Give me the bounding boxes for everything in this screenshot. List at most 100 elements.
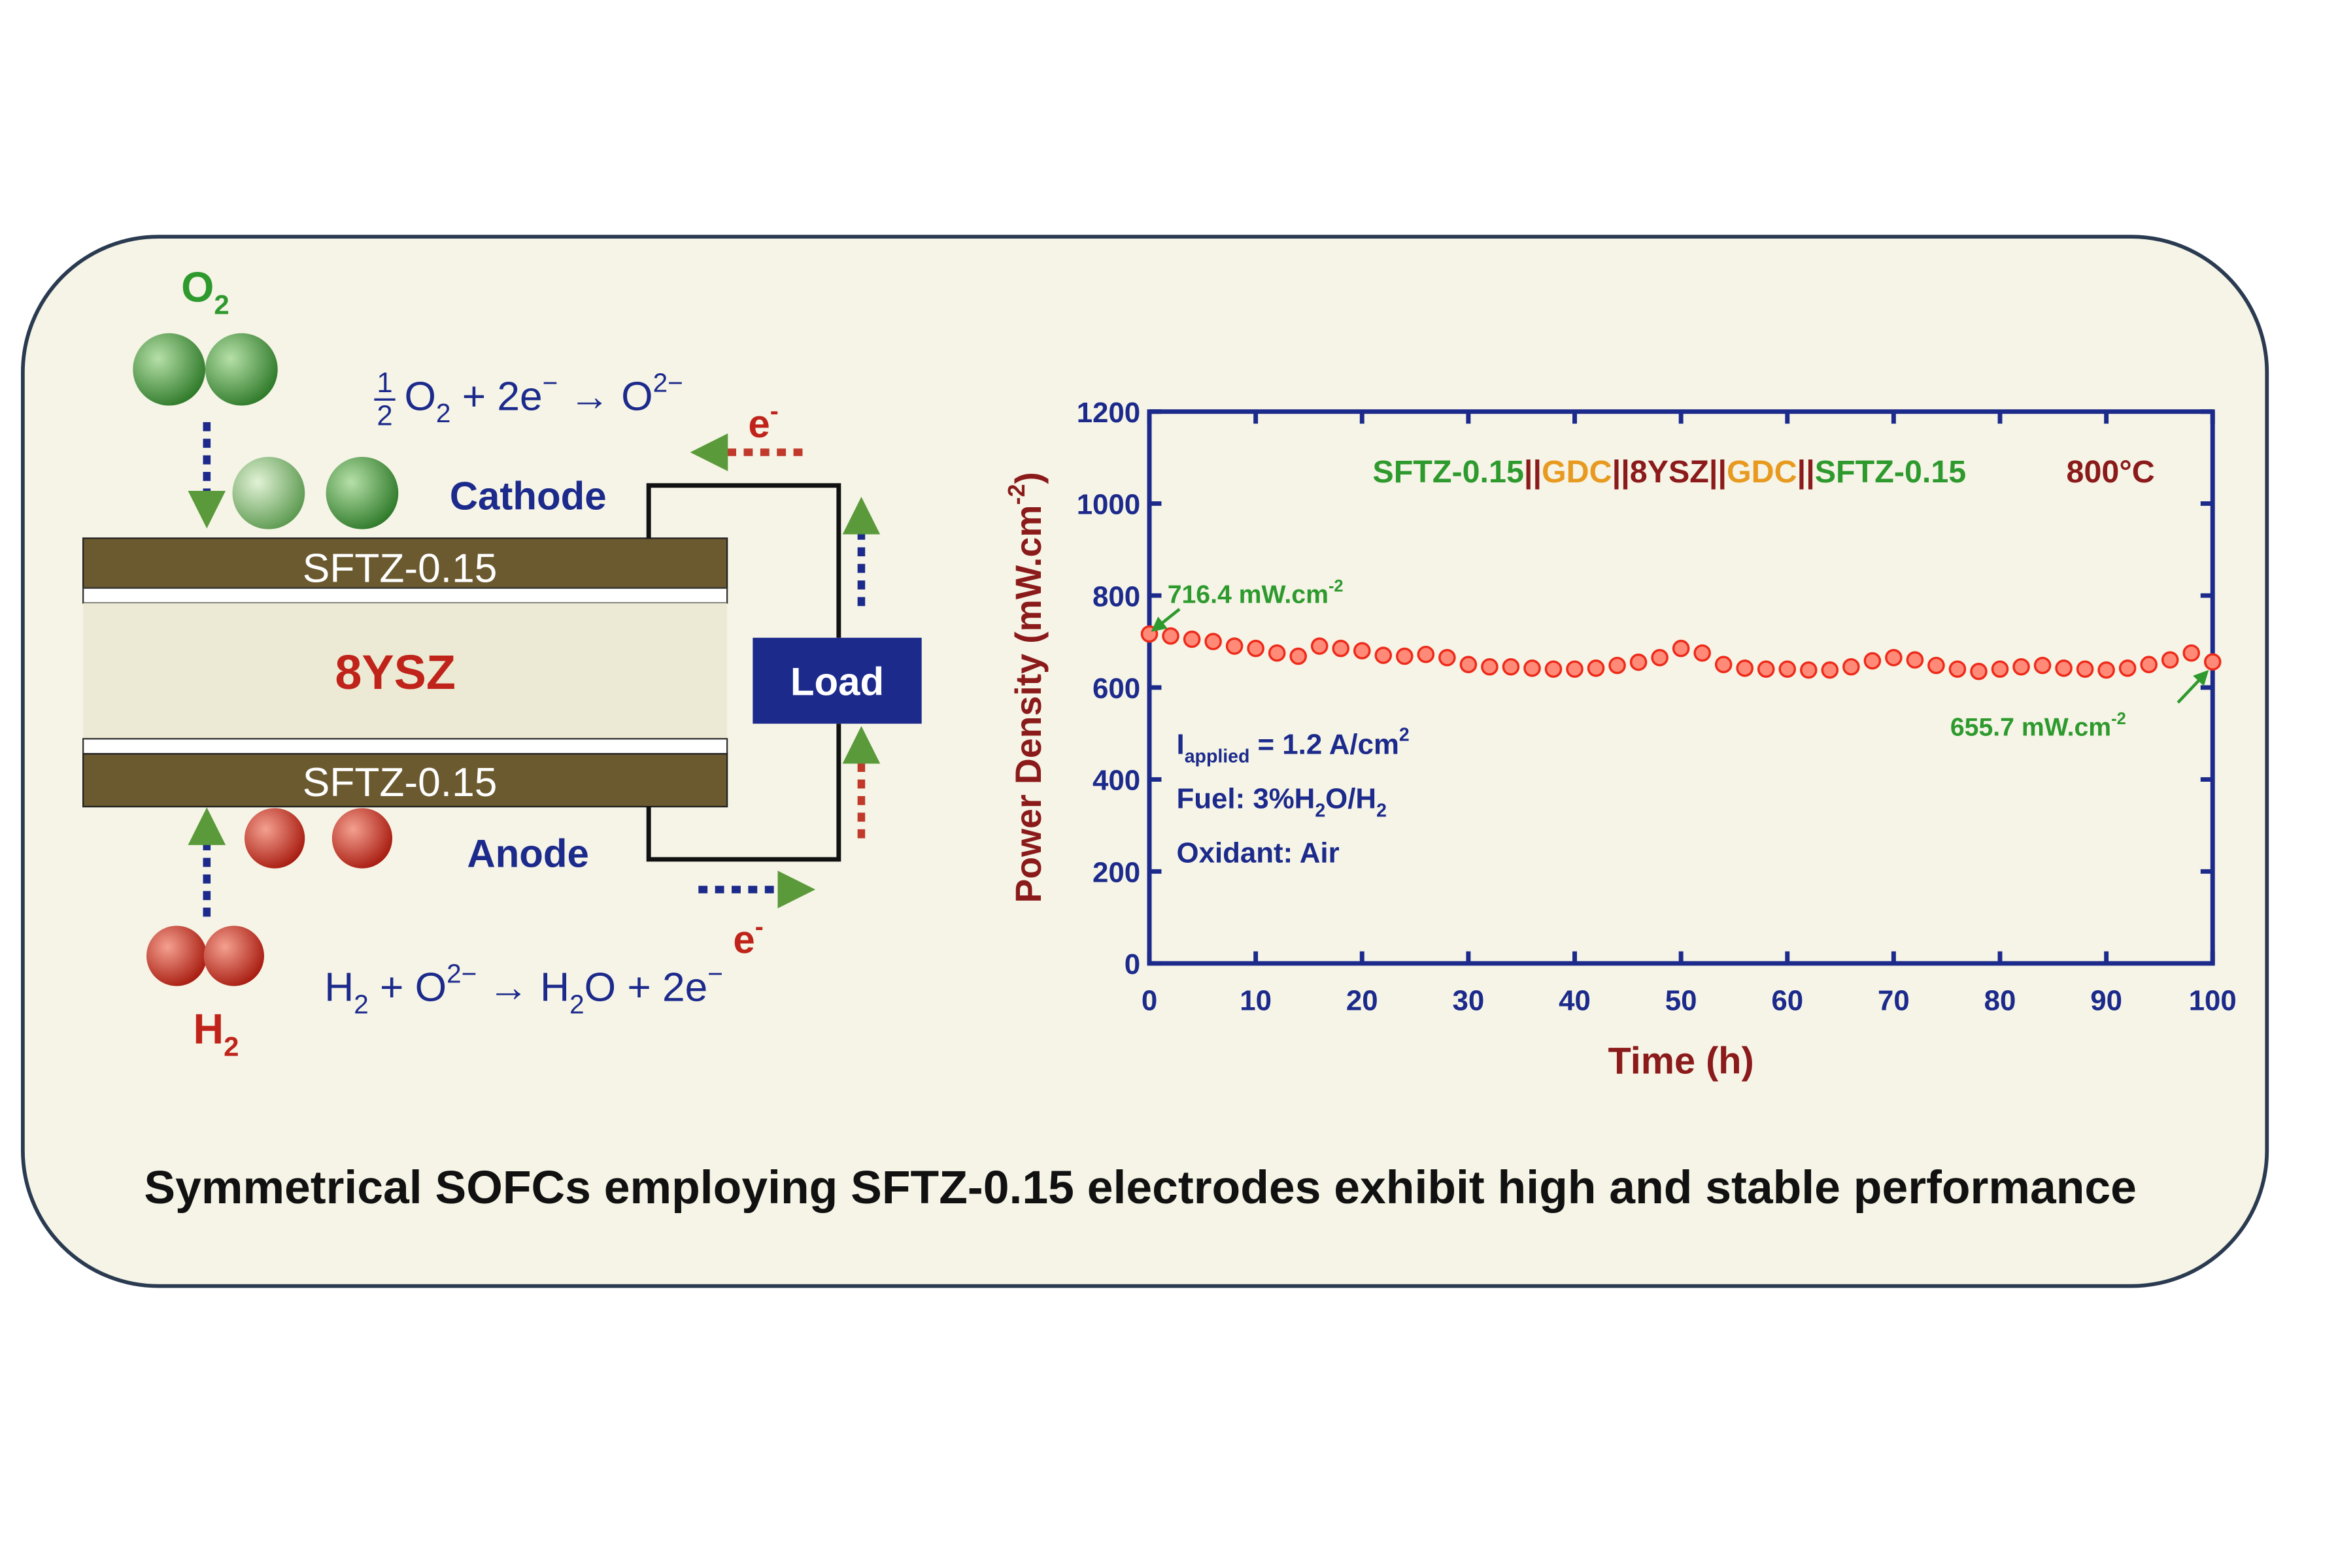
data-point [2203, 653, 2222, 671]
data-point [1225, 637, 1244, 655]
script-text: -2 [1003, 484, 1030, 505]
script-text: − [707, 959, 723, 989]
data-point [1778, 660, 1797, 678]
x-tick-label: 50 [1665, 985, 1697, 1017]
y-tick-label: 800 [1093, 580, 1140, 612]
data-point [1629, 653, 1648, 671]
text-run: = 1.2 A/cm [1249, 728, 1399, 760]
data-point [1693, 644, 1711, 662]
data-point [1885, 648, 1903, 667]
anode-label: Anode [467, 831, 589, 875]
text-run: e [748, 402, 770, 446]
script-text: 2 [1399, 725, 1410, 746]
script-text: − [543, 367, 558, 397]
data-point [1544, 660, 1563, 678]
y-tick-label: 1000 [1077, 489, 1140, 521]
y-tick-label: 200 [1093, 856, 1140, 888]
data-point [1289, 647, 1307, 665]
x-tick-label: 70 [1878, 985, 1910, 1017]
title-segment: SFTZ-0.15 [1815, 454, 1966, 490]
text-run: I [1177, 728, 1185, 760]
x-axis-label: Time (h) [1608, 1040, 1754, 1082]
data-point [1970, 662, 1988, 680]
title-segment: GDC [1542, 454, 1612, 490]
script-text: -2 [2111, 710, 2126, 728]
data-point [1183, 630, 1201, 648]
hydrogen-atom [146, 926, 207, 986]
condition-text: Fuel: 3%H2O/H2 [1177, 782, 1387, 821]
x-tick-label: 90 [2090, 985, 2122, 1017]
interlayer [82, 738, 728, 755]
text-run: 716.4 mW.cm [1168, 581, 1329, 609]
script-text: - [770, 397, 779, 425]
data-point [1374, 646, 1393, 664]
text-run: Fuel: 3%H [1177, 782, 1315, 814]
y-tick-label: 600 [1093, 673, 1140, 705]
x-tick-label: 100 [2189, 985, 2237, 1017]
data-point [1332, 639, 1350, 658]
text-run: + O [369, 965, 447, 1010]
condition-text: Oxidant: Air [1177, 837, 1340, 869]
x-tick-label: 60 [1771, 985, 1803, 1017]
text-run: H [194, 1005, 224, 1052]
script-text: - [755, 913, 764, 941]
data-point [1608, 656, 1626, 675]
data-point [1353, 642, 1371, 659]
cathode-equation: O2 + 2e− → O2− [404, 367, 683, 428]
fraction-numerator: 1 [377, 367, 392, 399]
text-run: Power Density (mW.cm [1008, 505, 1049, 903]
panel [21, 235, 2269, 1288]
electrolyte-label: 8YSZ [335, 645, 456, 699]
script-text: -2 [1329, 577, 1344, 595]
annotation: 716.4 mW.cm-2 [1168, 577, 1344, 609]
x-tick-label: 80 [1984, 985, 2016, 1017]
title-segment: ||8YSZ|| [1612, 454, 1727, 490]
y-tick-label: 400 [1093, 765, 1140, 797]
script-text: 2 [436, 398, 451, 428]
text-run: + 2e [450, 374, 542, 419]
annotation: 655.7 mW.cm-2 [1950, 710, 2126, 742]
layer-label: SFTZ-0.15 [303, 546, 498, 591]
text-run: Oxidant: Air [1177, 837, 1340, 869]
data-point [1459, 656, 1478, 673]
data-point [1587, 659, 1605, 677]
data-point [2055, 659, 2073, 677]
data-point [1736, 659, 1754, 677]
oxygen-atom [205, 333, 278, 406]
h2-label: H2 [194, 1005, 239, 1061]
data-point [1396, 647, 1414, 665]
data-point [2161, 651, 2179, 669]
oxygen-atom [232, 456, 305, 529]
y-tick-label: 1200 [1077, 397, 1140, 429]
o2-label: O2 [181, 263, 229, 320]
script-text: 2 [224, 1031, 239, 1062]
y-tick-label: 0 [1125, 948, 1140, 980]
text-run: e [733, 918, 754, 961]
data-point [2140, 656, 2158, 673]
data-point [2182, 644, 2200, 662]
oxygen-atom [133, 333, 205, 406]
cathode-layer [82, 537, 728, 589]
hydrogen-atom [244, 808, 305, 869]
title-segment: || [1524, 454, 1542, 490]
anode-layer [82, 753, 728, 808]
oxygen-atom [326, 456, 399, 529]
chart-title: SFTZ-0.15||GDC||8YSZ||GDC||SFTZ-0.15 [1372, 454, 1966, 490]
script-text: 2 [354, 989, 369, 1019]
fraction-denominator: 2 [377, 400, 392, 431]
data-point [1140, 625, 1159, 643]
text-run: H [324, 965, 354, 1010]
data-point [1714, 656, 1733, 673]
data-point [1310, 637, 1329, 655]
data-point [1481, 658, 1499, 676]
electron-label: e- [748, 397, 778, 446]
title-segment: GDC [1727, 454, 1797, 490]
title-segment: || [1797, 454, 1815, 490]
data-point [1991, 660, 2009, 678]
data-point [2012, 658, 2030, 676]
data-point [1247, 639, 1264, 658]
text-run: → O [558, 374, 652, 419]
text-run: O + 2e [584, 965, 708, 1010]
script-text: 2− [447, 959, 477, 989]
